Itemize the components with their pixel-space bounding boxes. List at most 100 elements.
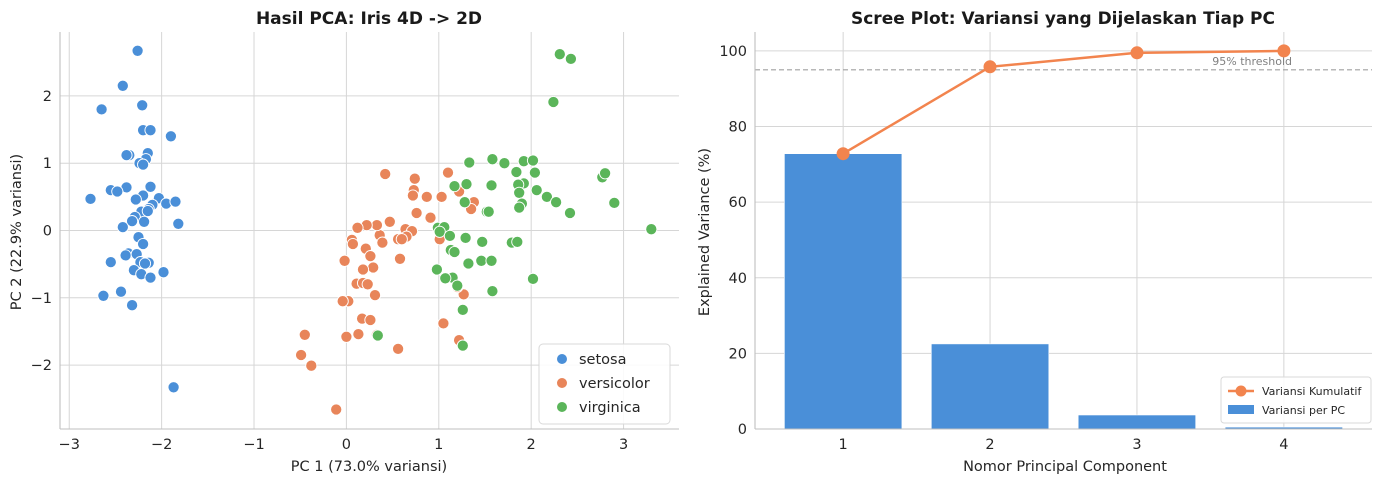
scree-x-tick-label: 2: [985, 437, 994, 453]
point-versicolor: [356, 263, 370, 276]
point-versicolor: [393, 252, 407, 265]
scree-y-tick-label: 0: [738, 422, 747, 438]
scree-threshold: 95% threshold: [755, 55, 1372, 71]
point-setosa: [129, 193, 142, 206]
point-virginica: [485, 254, 498, 267]
pca-x-tick-label: 1: [434, 437, 443, 453]
point-setosa: [116, 221, 129, 234]
point-setosa: [97, 289, 110, 302]
point-setosa: [131, 44, 144, 57]
pca-x-axis-label: PC 1 (73.0% variansi): [291, 459, 447, 475]
scree-x-tick-label: 3: [1132, 437, 1141, 453]
point-virginica: [526, 272, 540, 285]
pca-y-tick-label: 0: [43, 224, 52, 240]
point-virginica: [475, 254, 488, 267]
scree-axes-spines: [754, 32, 1372, 430]
scree-x-tick-label: 1: [839, 437, 848, 453]
pca-scatter-chart: Hasil PCA: Iris 4D -> 2D −3 −2 −1 0 1 2 3 −2 −1…: [9, 9, 679, 475]
scree-bar-pc2: [930, 343, 1050, 430]
scree-y-axis-label: Explained Variance (%): [697, 148, 713, 316]
point-virginica: [482, 205, 495, 218]
scree-legend-box: [1220, 376, 1372, 424]
point-virginica: [608, 196, 621, 209]
point-versicolor: [370, 219, 383, 232]
legend-label-setosa: setosa: [579, 352, 626, 368]
point-versicolor: [364, 313, 377, 327]
point-virginica: [513, 186, 526, 199]
point-setosa: [119, 249, 132, 262]
point-setosa: [104, 256, 117, 269]
pca-y-tick-labels: −2 −1 0 1 2: [31, 89, 52, 374]
legend-label-versicolor: versicolor: [579, 376, 650, 392]
pca-y-tick-label: 1: [43, 156, 52, 172]
point-setosa: [126, 299, 139, 312]
point-versicolor: [305, 359, 318, 372]
point-virginica: [451, 279, 464, 292]
point-setosa: [137, 237, 150, 251]
point-versicolor: [364, 250, 377, 263]
scree-bars: [784, 153, 1343, 430]
pca-y-tick-label: −2: [31, 358, 52, 374]
point-virginica: [443, 229, 456, 242]
point-virginica: [456, 303, 469, 316]
scree-y-tick-label: 100: [719, 44, 747, 60]
point-versicolor: [379, 167, 392, 181]
point-versicolor: [368, 289, 382, 302]
pca-x-tick-label: −2: [151, 437, 172, 453]
point-virginica: [430, 263, 443, 276]
scree-y-tick-label: 20: [729, 346, 747, 362]
pca-y-tick-label: 2: [43, 89, 52, 105]
point-virginica: [550, 196, 563, 209]
point-setosa: [167, 381, 180, 394]
point-setosa: [126, 215, 139, 228]
point-setosa: [164, 130, 177, 143]
point-setosa: [157, 266, 170, 279]
point-setosa: [95, 103, 108, 116]
point-virginica: [439, 272, 452, 285]
point-virginica: [458, 196, 471, 209]
point-setosa: [138, 257, 152, 270]
scree-cumulative-line: [836, 44, 1291, 161]
point-virginica: [486, 285, 499, 298]
point-versicolor: [336, 295, 349, 308]
point-virginica: [448, 180, 461, 193]
point-setosa: [144, 271, 157, 284]
scree-x-tick-labels: 1 2 3 4: [839, 437, 1289, 453]
point-virginica: [448, 245, 461, 259]
point-virginica: [511, 235, 524, 248]
point-virginica: [433, 225, 446, 238]
point-virginica: [459, 231, 472, 244]
point-versicolor: [376, 236, 389, 249]
legend-marker-setosa: [556, 353, 568, 365]
threshold-label: 95% threshold: [1212, 55, 1292, 68]
pca-y-axis-label: PC 2 (22.9% variansi): [9, 154, 25, 310]
point-virginica: [462, 257, 475, 270]
point-setosa: [120, 149, 133, 162]
pca-axes-spines: [59, 32, 679, 430]
point-setosa: [172, 217, 185, 230]
legend-label-per-pc: Variansi per PC: [1262, 404, 1345, 417]
legend-label-virginica: virginica: [579, 400, 641, 416]
pca-chart-title: Hasil PCA: Iris 4D -> 2D: [256, 9, 482, 29]
point-versicolor: [424, 211, 437, 224]
pca-x-tick-label: −1: [243, 437, 264, 453]
point-versicolor: [338, 254, 351, 267]
point-virginica: [498, 157, 511, 170]
point-virginica: [645, 223, 658, 236]
point-virginica: [526, 154, 540, 167]
scree-bar-pc3: [1077, 414, 1196, 430]
pca-legend-box: [538, 343, 671, 425]
point-virginica: [371, 329, 384, 342]
point-versicolor: [298, 328, 311, 341]
scree-bar-pc1: [784, 153, 903, 430]
point-virginica: [563, 206, 577, 220]
point-virginica: [463, 156, 476, 169]
pca-x-tick-label: 2: [527, 437, 536, 453]
point-virginica: [486, 153, 499, 166]
point-versicolor: [330, 403, 343, 416]
point-virginica: [460, 178, 473, 191]
point-virginica: [456, 339, 469, 352]
point-setosa: [141, 204, 154, 218]
point-setosa: [136, 99, 149, 112]
point-virginica: [540, 190, 553, 203]
